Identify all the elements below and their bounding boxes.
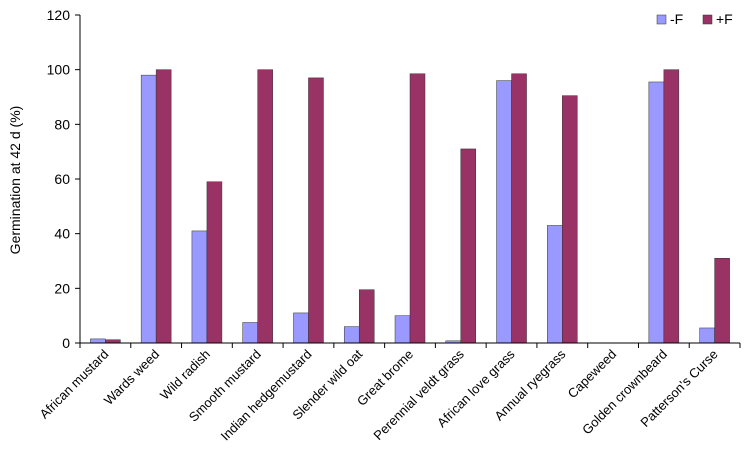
y-axis-label: Germination at 42 d (%) xyxy=(7,106,23,255)
y-axis-ticks: 0 20 40 60 80 100 120 xyxy=(47,7,741,351)
legend-label: +F xyxy=(716,11,733,27)
bar-plus-f xyxy=(358,289,375,344)
bar-plus-f xyxy=(308,77,324,344)
y-tick-label: 40 xyxy=(54,226,70,242)
legend-label: -F xyxy=(670,11,683,27)
bar-minus-f xyxy=(343,326,360,344)
bar-minus-f xyxy=(648,81,665,344)
y-tick-label: 20 xyxy=(54,280,70,296)
y-tick-label: 100 xyxy=(47,62,71,78)
bar-plus-f xyxy=(257,69,273,344)
bar-plus-f xyxy=(511,73,527,344)
legend-swatch xyxy=(702,14,713,25)
legend-swatch xyxy=(656,14,667,25)
bar-minus-f xyxy=(90,338,106,344)
bar-plus-f xyxy=(155,69,172,344)
bar-plus-f xyxy=(460,148,477,344)
bar-plus-f xyxy=(562,95,578,344)
bars xyxy=(90,69,730,344)
bar-minus-f xyxy=(394,315,411,344)
bar-minus-f xyxy=(699,327,715,344)
y-tick-label: 60 xyxy=(54,171,70,187)
legend: -F +F xyxy=(656,11,733,27)
bar-minus-f xyxy=(191,230,208,344)
bar-plus-f xyxy=(206,181,223,344)
y-tick-label: 0 xyxy=(62,335,70,351)
y-tick-label: 120 xyxy=(47,7,71,23)
x-category-label: Golden crownbeard xyxy=(579,347,670,438)
bar-plus-f xyxy=(409,73,426,344)
bar-minus-f xyxy=(547,225,563,344)
x-category-label: Indian hedgemustard xyxy=(218,347,315,444)
x-category-label: Wards weed xyxy=(101,347,162,408)
bar-minus-f xyxy=(140,74,157,344)
x-category-label: African mustard xyxy=(37,347,112,422)
x-category-label: Perennial veldt grass xyxy=(370,346,467,443)
y-tick-label: 80 xyxy=(54,116,70,132)
bar-plus-f xyxy=(714,258,730,344)
bar-minus-f xyxy=(496,80,512,344)
bar-minus-f xyxy=(242,322,258,344)
x-category-label: Capeweed xyxy=(565,347,620,402)
bar-minus-f xyxy=(293,312,309,344)
bar-plus-f xyxy=(663,69,680,344)
